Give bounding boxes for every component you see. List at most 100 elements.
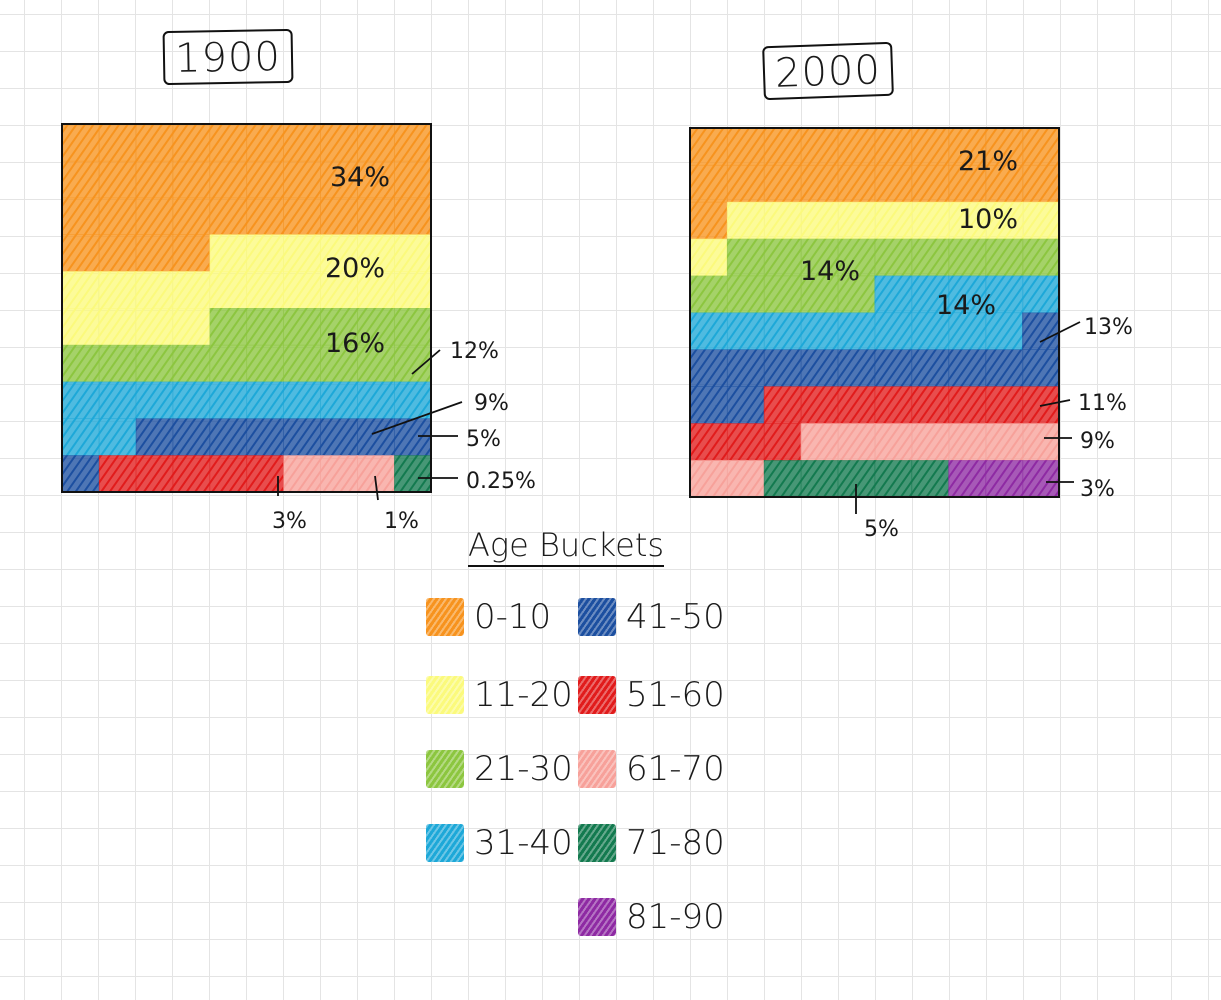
cell-2000-31-40 (911, 275, 949, 314)
legend-label: 71-80 (626, 823, 725, 863)
cell-1900-0-10 (320, 160, 358, 199)
cell-1900-0-10 (98, 160, 137, 199)
cell-1900-31-40 (98, 418, 137, 456)
cell-1900-0-10 (172, 124, 211, 162)
cell-1900-41-50 (320, 418, 358, 456)
cell-2000-11-20 (763, 201, 802, 240)
cell-1900-31-40 (172, 381, 211, 419)
cell-1900-0-10 (172, 160, 211, 199)
cell-2000-31-40 (837, 312, 876, 350)
cell-1900-31-40 (135, 381, 174, 419)
cell-2000-31-40 (690, 312, 728, 350)
cell-2000-61-70 (1022, 423, 1060, 461)
cell-2000-21-30 (763, 275, 802, 314)
legend-item-71-80: 71-80 (578, 824, 725, 862)
cell-2000-61-70 (948, 423, 986, 461)
cell-1900-31-40 (394, 381, 432, 419)
cell-2000-51-60 (800, 386, 839, 424)
data-label-2000-51-60: 11% (1078, 391, 1127, 416)
callout-line-1900-31-40 (411, 349, 441, 375)
cell-2000-11-20 (1022, 201, 1060, 240)
cell-2000-41-50 (690, 349, 728, 387)
cell-1900-21-30 (283, 308, 321, 346)
cell-1900-0-10 (62, 124, 100, 162)
cell-2000-31-40 (800, 312, 839, 350)
cell-1900-0-10 (209, 197, 248, 235)
legend-item-21-30: 21-30 (426, 750, 573, 788)
legend-swatch (578, 824, 616, 862)
cell-2000-31-40 (911, 312, 949, 350)
cell-2000-61-70 (985, 423, 1023, 461)
cell-1900-21-30 (394, 344, 432, 383)
cell-2000-0-10 (911, 128, 949, 166)
cell-2000-21-30 (1022, 238, 1060, 277)
cell-2000-61-70 (837, 423, 876, 461)
legend-title: Age Buckets (468, 527, 665, 568)
cell-2000-0-10 (874, 128, 912, 166)
cell-2000-41-50 (1022, 349, 1060, 387)
cell-1900-71-80 (394, 455, 432, 493)
cell-1900-11-20 (394, 234, 432, 272)
cell-1900-0-10 (98, 197, 137, 235)
cell-1900-0-10 (283, 124, 321, 162)
cell-2000-0-10 (726, 128, 765, 166)
cell-2000-11-20 (911, 201, 949, 240)
cell-1900-11-20 (246, 271, 284, 309)
data-label-1900-61-70: 3% (272, 509, 307, 534)
cell-2000-11-20 (690, 238, 728, 277)
cell-2000-0-10 (1022, 164, 1060, 203)
legend-item-41-50: 41-50 (578, 598, 725, 636)
cell-2000-51-60 (837, 386, 876, 424)
cell-1900-0-10 (172, 234, 211, 272)
cell-1900-61-70 (320, 455, 358, 493)
cell-2000-41-50 (800, 349, 839, 387)
cell-2000-71-80 (800, 460, 839, 498)
cell-1900-11-20 (246, 234, 284, 272)
cell-1900-0-10 (98, 124, 137, 162)
cell-1900-11-20 (209, 234, 248, 272)
cell-1900-11-20 (394, 271, 432, 309)
data-label-2000-61-70: 9% (1080, 429, 1115, 454)
data-label-2000-71-80: 5% (864, 517, 899, 542)
legend-label: 61-70 (626, 749, 725, 789)
cell-1900-0-10 (135, 197, 174, 235)
cell-1900-31-40 (283, 381, 321, 419)
cell-2000-41-50 (763, 349, 802, 387)
cell-2000-51-60 (763, 386, 802, 424)
cell-2000-21-30 (726, 275, 765, 314)
cell-2000-11-20 (948, 201, 986, 240)
data-label-1900-0-10: 34% (330, 162, 390, 193)
legend-swatch (426, 598, 464, 636)
cell-1900-31-40 (62, 381, 100, 419)
cell-1900-11-20 (209, 271, 248, 309)
cell-1900-0-10 (62, 197, 100, 235)
legend-item-61-70: 61-70 (578, 750, 725, 788)
cell-2000-61-70 (690, 460, 728, 498)
legend-item-0-10: 0-10 (426, 598, 551, 636)
data-label-1900-51-60: 5% (466, 427, 501, 452)
cell-2000-41-50 (837, 349, 876, 387)
data-label-1900-31-40: 12% (450, 339, 499, 364)
cell-1900-21-30 (209, 344, 248, 383)
cell-2000-51-60 (726, 423, 765, 461)
data-label-2000-21-30: 14% (800, 256, 860, 287)
cell-2000-51-60 (911, 386, 949, 424)
cell-1900-41-50 (62, 455, 100, 493)
cell-1900-0-10 (394, 160, 432, 199)
cell-1900-41-50 (246, 418, 284, 456)
cell-1900-51-60 (135, 455, 174, 493)
legend-item-31-40: 31-40 (426, 824, 573, 862)
cell-1900-31-40 (209, 381, 248, 419)
cell-2000-0-10 (948, 164, 986, 203)
cell-1900-11-20 (172, 271, 211, 309)
cell-1900-11-20 (283, 271, 321, 309)
cell-1900-51-60 (172, 455, 211, 493)
data-label-1900-21-30: 16% (325, 328, 385, 359)
legend-item-81-90: 81-90 (578, 898, 725, 936)
cell-1900-11-20 (135, 308, 174, 346)
cell-1900-0-10 (357, 197, 395, 235)
cell-2000-21-30 (985, 238, 1023, 277)
legend-swatch (578, 750, 616, 788)
cell-1900-11-20 (135, 271, 174, 309)
